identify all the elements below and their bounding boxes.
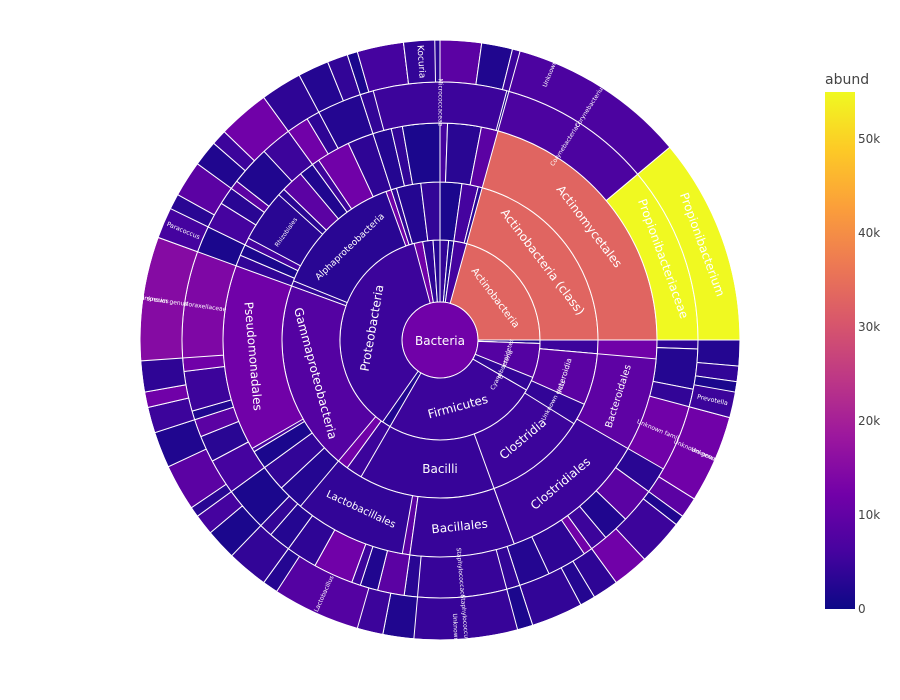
minor-taxon-segment[interactable]: [246, 96, 264, 111]
minor-taxon-segment[interactable]: [387, 39, 441, 46]
segment-lactobacillus[interactable]: [275, 555, 370, 629]
segment-bacteroidales[interactable]: [576, 353, 657, 450]
segment-paracoccus[interactable]: [157, 207, 209, 253]
minor-taxon-segment[interactable]: [439, 39, 483, 86]
minor-taxon-segment[interactable]: [196, 516, 221, 545]
segment-clostridiales[interactable]: [493, 418, 629, 545]
minor-taxon-segment[interactable]: [696, 339, 741, 367]
segment-lactobacillales[interactable]: [299, 460, 414, 555]
colorbar-tick-label: 20k: [858, 414, 880, 428]
colorbar-tick-label: 30k: [858, 320, 880, 334]
minor-taxon-segment[interactable]: [254, 576, 264, 584]
colorbar-title: abund: [825, 72, 869, 88]
colorbar-tick-label: 0: [858, 602, 866, 616]
segment-staphylococcaceae[interactable]: [416, 548, 508, 599]
colorbar: abund 0 10k 20k 30k 40k 50k: [825, 72, 880, 616]
segment-kocuria[interactable]: [402, 39, 437, 85]
segment-micrococcaceae[interactable]: [372, 81, 508, 132]
segment-rhizobiales[interactable]: [247, 194, 324, 267]
minor-taxon-segment[interactable]: [263, 90, 273, 98]
colorbar-tick-label: 40k: [858, 226, 880, 240]
segment-unknown-class[interactable]: [524, 380, 586, 425]
colorbar-tick-label: 50k: [858, 132, 880, 146]
colorbar-gradient: [825, 92, 855, 609]
minor-taxon-segment[interactable]: [552, 604, 582, 619]
minor-taxon-segment[interactable]: [616, 548, 657, 584]
segment-prevotella[interactable]: [688, 384, 737, 419]
colorbar-ticks: 0 10k 20k 30k 40k 50k: [858, 132, 880, 616]
colorbar-tick-label: 10k: [858, 508, 880, 522]
